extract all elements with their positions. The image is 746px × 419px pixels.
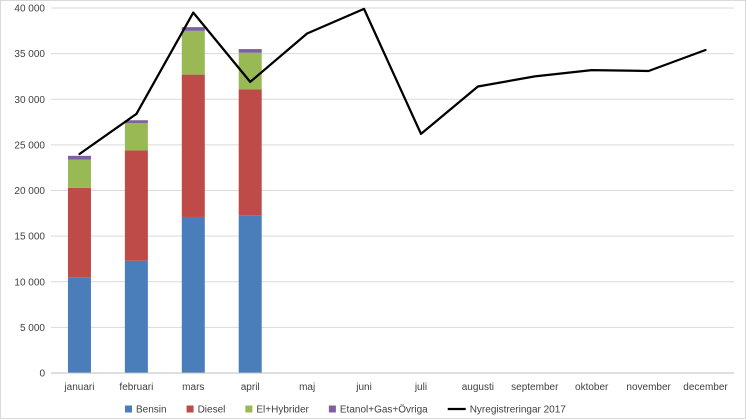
bar-el-hybrider-januari bbox=[67, 159, 91, 188]
y-tick-label: 10 000 bbox=[14, 277, 45, 288]
legend-swatch bbox=[328, 405, 336, 413]
x-tick-label: november bbox=[626, 382, 671, 393]
line-series bbox=[78, 7, 707, 156]
bar-etanol-gas-ovriga-januari bbox=[67, 155, 91, 160]
bar-diesel-januari bbox=[67, 187, 91, 278]
gridlines bbox=[51, 7, 734, 328]
y-tick-label: 40 000 bbox=[14, 4, 45, 15]
x-tick-label: maj bbox=[299, 382, 315, 393]
bar-el-hybrider-april bbox=[238, 52, 262, 90]
legend-label: Diesel bbox=[198, 405, 226, 416]
bar-el-hybrider-februari bbox=[124, 122, 148, 151]
legend-item-nyregistreringar-2017: Nyregistreringar 2017 bbox=[447, 405, 567, 416]
bar-etanol-gas-ovriga-februari bbox=[124, 120, 148, 123]
y-tick-label: 25 000 bbox=[14, 140, 45, 151]
x-tick-label: augusti bbox=[462, 382, 494, 393]
bar-bensin-januari bbox=[67, 277, 91, 373]
y-tick-label: 0 bbox=[39, 369, 45, 380]
legend-label: Nyregistreringar 2017 bbox=[470, 405, 567, 416]
x-tick-label: mars bbox=[182, 382, 204, 393]
legend-item-el-hybrider: El+Hybrider bbox=[245, 405, 310, 416]
x-tick-label: december bbox=[683, 382, 728, 393]
legend-item-diesel: Diesel bbox=[186, 405, 226, 416]
x-tick-label: oktober bbox=[575, 382, 609, 393]
legend-label: El+Hybrider bbox=[256, 405, 309, 416]
y-tick-label: 35 000 bbox=[14, 49, 45, 60]
legend: Bensin Diesel El+Hybrider Etanol+Gas+Övriga… bbox=[125, 404, 566, 416]
x-tick-label: februari bbox=[119, 382, 153, 393]
x-tick-label: september bbox=[511, 382, 559, 393]
legend-item-etanol-gas-ovriga: Etanol+Gas+Övriga bbox=[328, 404, 428, 416]
legend-swatch bbox=[125, 405, 132, 413]
y-tick-label: 5 000 bbox=[20, 323, 45, 334]
y-tick-label: 15 000 bbox=[14, 232, 45, 243]
legend-swatch bbox=[245, 405, 253, 413]
x-tick-label: juli bbox=[414, 382, 427, 393]
bar-el-hybrider-mars bbox=[181, 30, 205, 75]
bar-diesel-april bbox=[238, 89, 262, 216]
bar-bensin-mars bbox=[181, 216, 205, 373]
bar-bensin-april bbox=[238, 215, 262, 373]
x-axis-ticks: januari februari mars april maj juni juli augus… bbox=[63, 382, 728, 393]
bar-diesel-mars bbox=[181, 74, 205, 217]
legend-label: Bensin bbox=[136, 405, 167, 416]
bar-etanol-gas-ovriga-mars bbox=[181, 27, 205, 31]
legend-label: Etanol+Gas+Övriga bbox=[340, 404, 428, 416]
y-axis-ticks: 0 5 000 10 000 15 000 20 000 25 000 30 000 35 0… bbox=[14, 4, 45, 380]
x-tick-label: april bbox=[241, 382, 260, 393]
x-tick-label: juni bbox=[355, 382, 372, 393]
legend-swatch bbox=[186, 405, 194, 413]
y-tick-label: 20 000 bbox=[14, 186, 45, 197]
bar-diesel-februari bbox=[124, 150, 148, 261]
bar-etanol-gas-ovriga-april bbox=[238, 49, 262, 53]
legend-item-bensin: Bensin bbox=[125, 405, 167, 416]
y-tick-label: 30 000 bbox=[14, 95, 45, 106]
line-nyregistreringar-2017 bbox=[78, 7, 707, 156]
bar-bensin-februari bbox=[124, 260, 148, 373]
x-tick-label: januari bbox=[63, 382, 94, 393]
bar-series bbox=[67, 27, 262, 373]
